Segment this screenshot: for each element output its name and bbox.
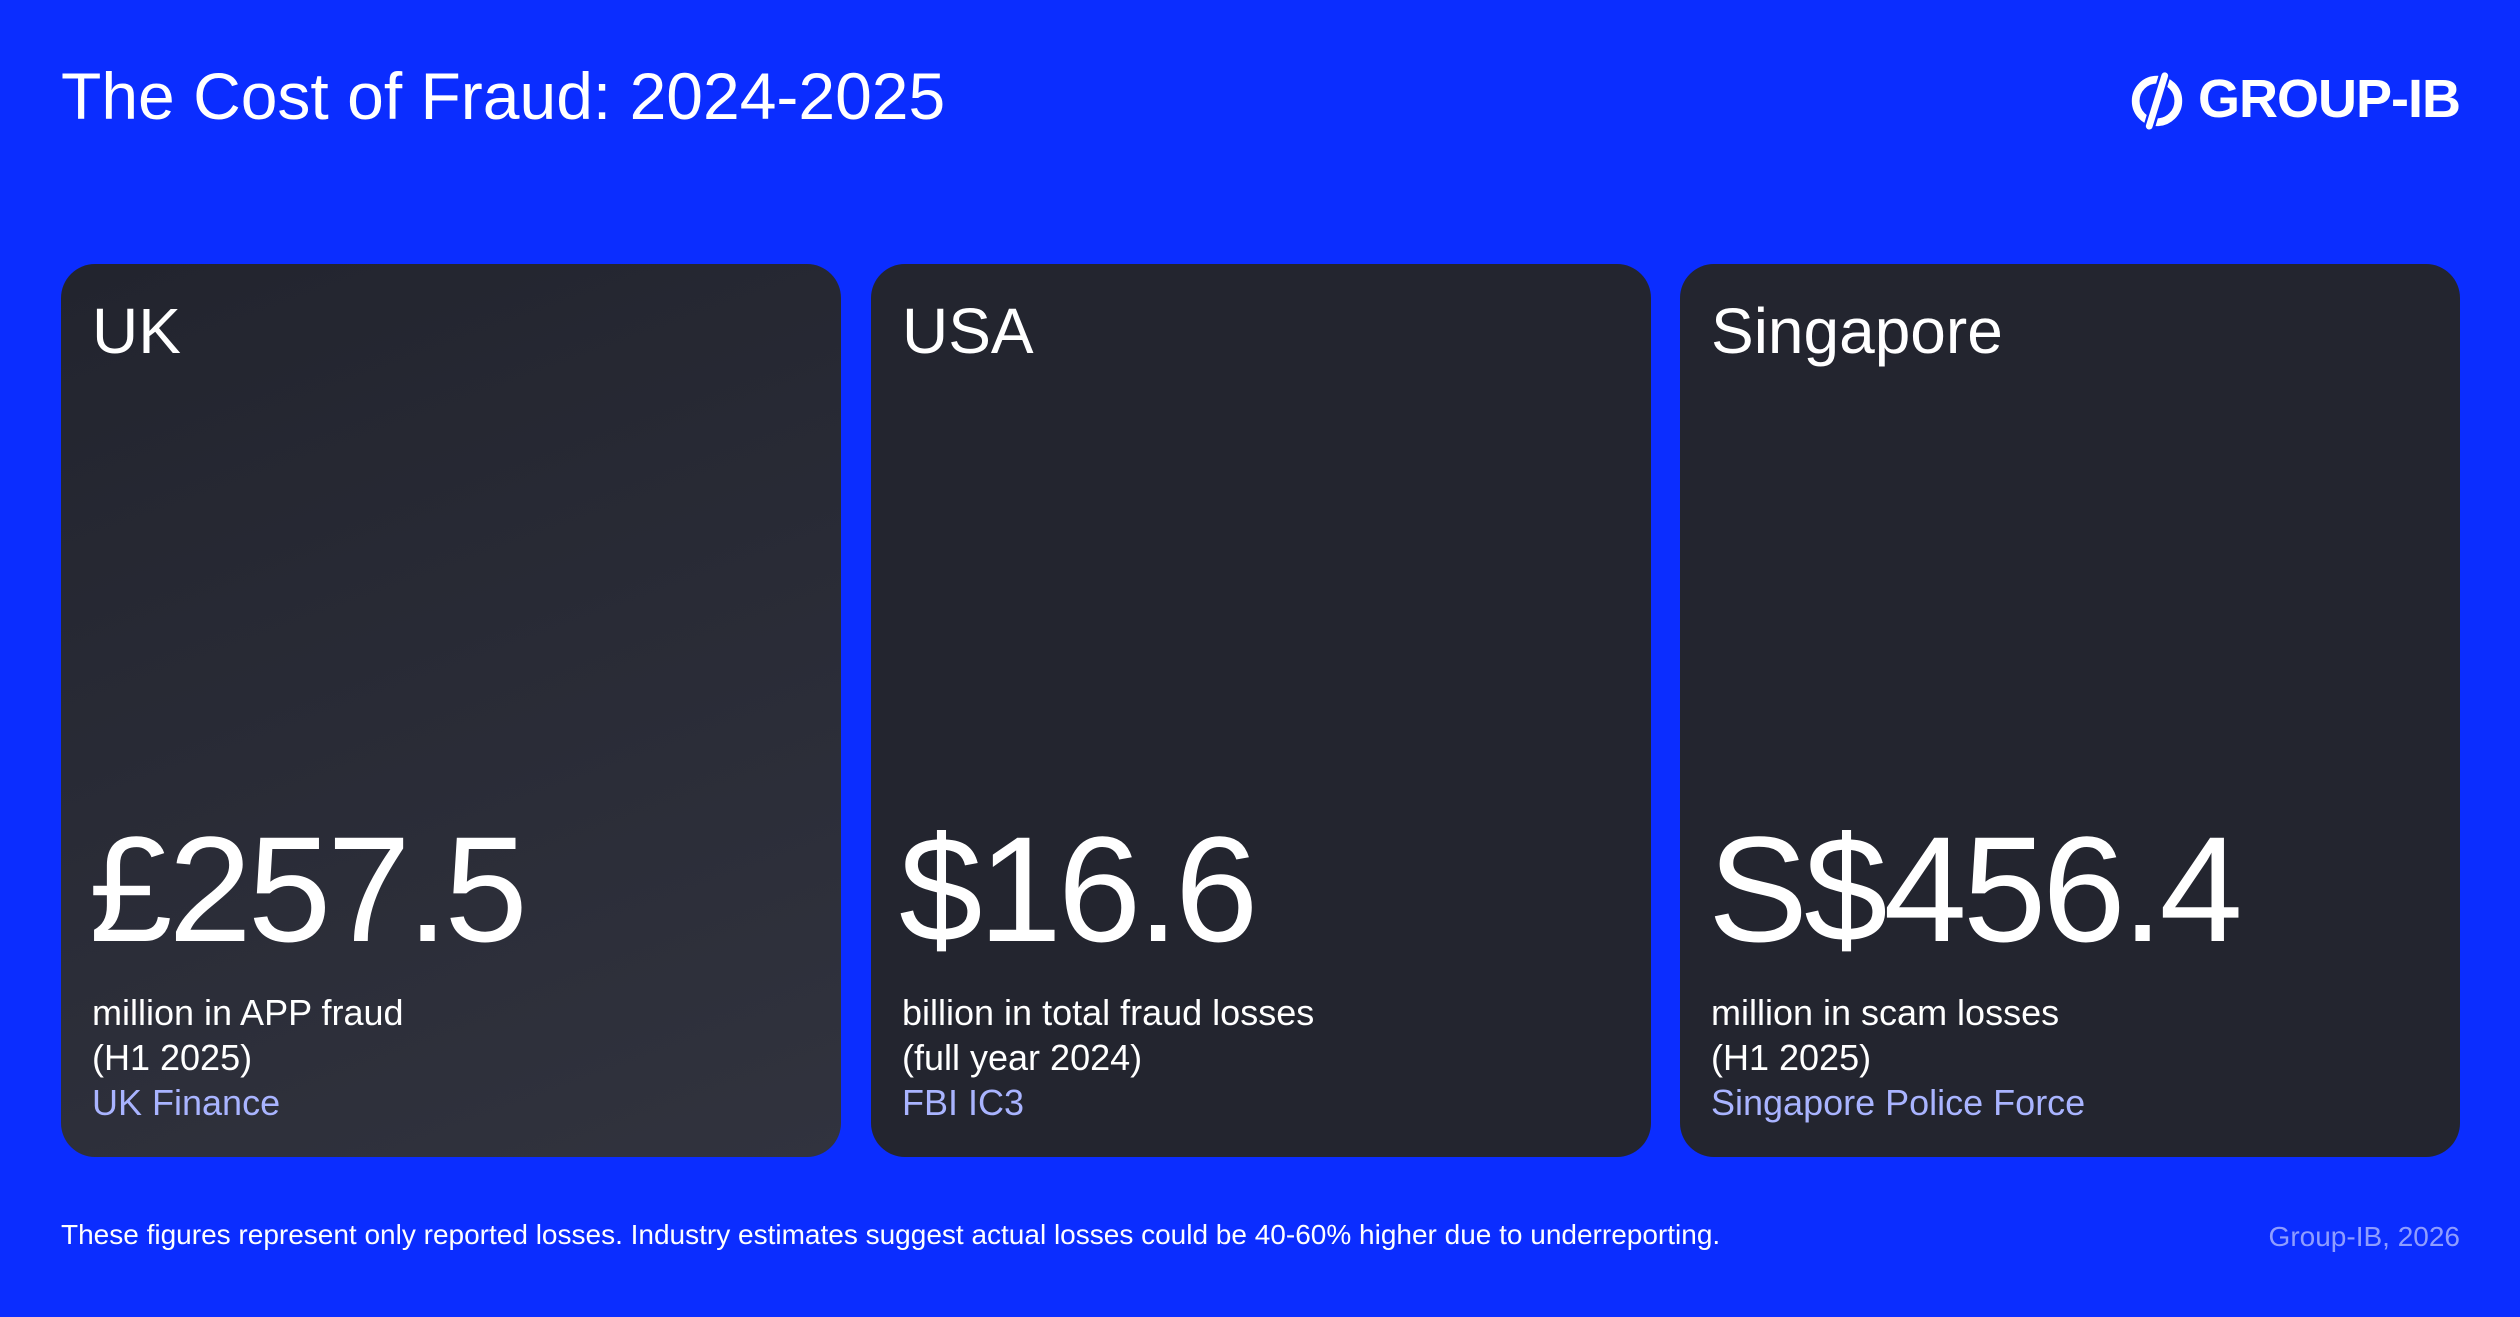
card-source: UK Finance bbox=[92, 1082, 281, 1123]
stat-card-usa: USA $16.6 billion in total fraud losses … bbox=[871, 264, 1651, 1157]
card-country: UK bbox=[92, 295, 181, 367]
card-description: billion in total fraud losses (full year… bbox=[902, 990, 1314, 1125]
logo-wordmark: GROUP-IB bbox=[2198, 69, 2461, 129]
card-description: million in scam losses (H1 2025) Singapo… bbox=[1711, 990, 2085, 1125]
card-description: million in APP fraud (H1 2025) UK Financ… bbox=[92, 990, 404, 1125]
card-desc-line2: (H1 2025) bbox=[92, 1037, 253, 1078]
brand-logo: GROUP-IB bbox=[2126, 64, 2461, 134]
card-desc-line1: million in scam losses bbox=[1711, 992, 2060, 1033]
card-desc-line2: (H1 2025) bbox=[1711, 1037, 1872, 1078]
stat-card-uk: UK £257.5 million in APP fraud (H1 2025)… bbox=[61, 264, 841, 1157]
card-value: £257.5 bbox=[89, 805, 528, 973]
card-desc-line2: (full year 2024) bbox=[902, 1037, 1143, 1078]
card-value: $16.6 bbox=[899, 805, 1258, 973]
stat-card-singapore: Singapore S$456.4 million in scam losses… bbox=[1680, 264, 2460, 1157]
group-ib-logo-icon bbox=[2131, 70, 2183, 130]
card-country: USA bbox=[902, 295, 1034, 367]
footnote: These figures represent only reported lo… bbox=[61, 1219, 1721, 1250]
card-desc-line1: million in APP fraud bbox=[92, 992, 404, 1033]
card-country: Singapore bbox=[1711, 295, 2003, 367]
card-value: S$456.4 bbox=[1708, 805, 2243, 973]
card-desc-line1: billion in total fraud losses bbox=[902, 992, 1315, 1033]
card-source: Singapore Police Force bbox=[1711, 1082, 2086, 1123]
credit: Group-IB, 2026 bbox=[2268, 1221, 2460, 1252]
card-source: FBI IC3 bbox=[902, 1082, 1025, 1123]
page-title: The Cost of Fraud: 2024-2025 bbox=[61, 59, 946, 133]
